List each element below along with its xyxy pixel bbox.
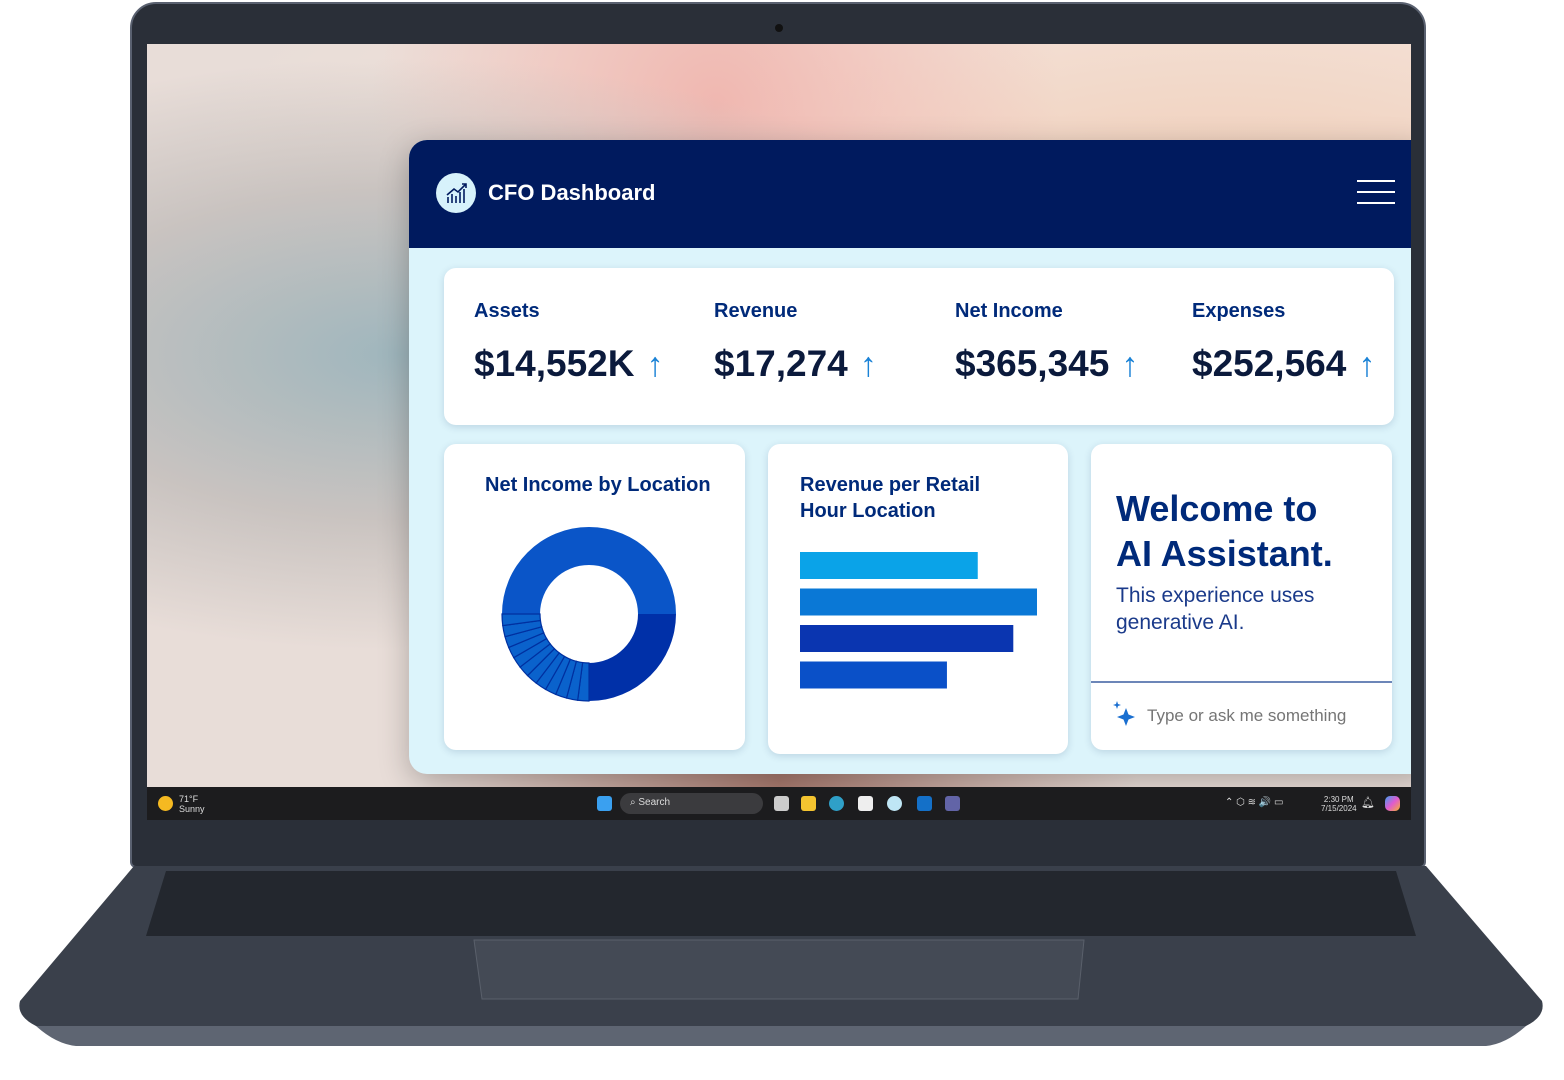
assistant-heading: Welcome to <box>1116 488 1318 529</box>
kpi-summary-card: Assets $14,552K ↑ Revenue $17,274 ↑ Net Inco… <box>444 268 1394 425</box>
chart-growth-icon <box>436 173 476 213</box>
arrow-up-icon: ↑ <box>1358 346 1376 384</box>
kpi-value: $252,564 <box>1192 343 1347 384</box>
ai-assistant-card: Welcome to AI Assistant. This experience … <box>1091 444 1392 750</box>
search-label: Search <box>638 797 671 808</box>
taskbar-search[interactable]: ⌕ Search <box>620 793 763 814</box>
kpi-label: Revenue <box>714 300 798 322</box>
kpi-value: $14,552K <box>474 343 635 384</box>
kpi-label: Assets <box>474 300 540 322</box>
weather-sun-icon[interactable] <box>158 796 173 811</box>
kpi-value: $17,274 <box>714 343 848 384</box>
temperature: 71°F <box>179 794 199 804</box>
notification-bell-icon[interactable]: 🔔︎ <box>1361 797 1375 809</box>
teams-icon[interactable] <box>945 796 960 811</box>
windows-start-icon[interactable] <box>597 796 612 811</box>
date: 7/15/2024 <box>1321 804 1357 813</box>
clock[interactable]: 2:30 PM 7/15/2024 <box>1321 795 1357 813</box>
bar <box>800 588 1037 616</box>
laptop-keyboard-base <box>19 866 1543 1046</box>
copilot-icon[interactable] <box>1385 796 1400 811</box>
outlook-icon[interactable] <box>917 796 932 811</box>
assistant-subtitle: This experience uses generative AI. <box>1116 584 1315 634</box>
kpi-label: Net Income <box>955 300 1063 322</box>
bar-chart <box>800 552 1037 689</box>
task-view-icon[interactable] <box>774 796 789 811</box>
chart-title: Revenue per Retail Hour Location <box>800 474 981 522</box>
app-title: CFO Dashboard <box>488 180 656 205</box>
taskbar: 71°F Sunny ⌕ Search ⌃ ⬡ ≋ 🔊 ▭ 2:30 PM 7/15… <box>147 787 1411 820</box>
file-explorer-icon[interactable] <box>801 796 816 811</box>
edge-icon[interactable] <box>829 796 844 811</box>
divider <box>1091 681 1392 683</box>
bar <box>800 625 1014 652</box>
header: CFO Dashboard <box>409 140 1411 248</box>
donut-chart <box>501 527 676 702</box>
kpi-assets: Assets $14,552K ↑ <box>474 300 663 385</box>
arrow-up-icon: ↑ <box>859 346 877 384</box>
sparkle-icon <box>1111 700 1141 735</box>
weather-condition: Sunny <box>179 804 205 814</box>
bar <box>800 552 978 579</box>
system-tray-icons[interactable]: ⌃ ⬡ ≋ 🔊 ▭ <box>1225 797 1284 808</box>
cfo-dashboard-window: CFO Dashboard Assets $14,552K ↑ Revenue $17… <box>409 140 1411 774</box>
kpi-revenue: Revenue $17,274 ↑ <box>714 300 877 385</box>
chart-title: Net Income by Location <box>485 474 711 496</box>
hamburger-menu-icon[interactable] <box>1357 180 1395 204</box>
weather-widget[interactable]: 71°F Sunny <box>179 794 205 814</box>
assistant-heading-2: AI Assistant. <box>1116 533 1333 574</box>
kpi-label: Expenses <box>1192 300 1286 322</box>
kpi-net-income: Net Income $365,345 ↑ <box>955 300 1138 385</box>
donut-slice <box>502 527 676 614</box>
donut-slice <box>589 614 676 701</box>
arrow-up-icon: ↑ <box>646 346 664 384</box>
cfo-dashboard-app-icon[interactable] <box>887 796 902 811</box>
donut-slice <box>501 613 542 627</box>
kpi-value: $365,345 <box>955 343 1110 384</box>
net-income-chart-card[interactable]: Net Income by Location <box>444 444 745 750</box>
arrow-up-icon: ↑ <box>1121 346 1139 384</box>
webcam <box>775 24 783 32</box>
revenue-chart-card[interactable]: Revenue per Retail Hour Location <box>768 444 1068 754</box>
store-icon[interactable] <box>858 796 873 811</box>
ask-input[interactable] <box>1147 702 1377 730</box>
kpi-expenses: Expenses $252,564 ↑ <box>1192 300 1375 385</box>
desktop-screen: CFO Dashboard Assets $14,552K ↑ Revenue $17… <box>147 44 1411 820</box>
time: 2:30 PM <box>1323 795 1354 804</box>
bar <box>800 661 947 689</box>
